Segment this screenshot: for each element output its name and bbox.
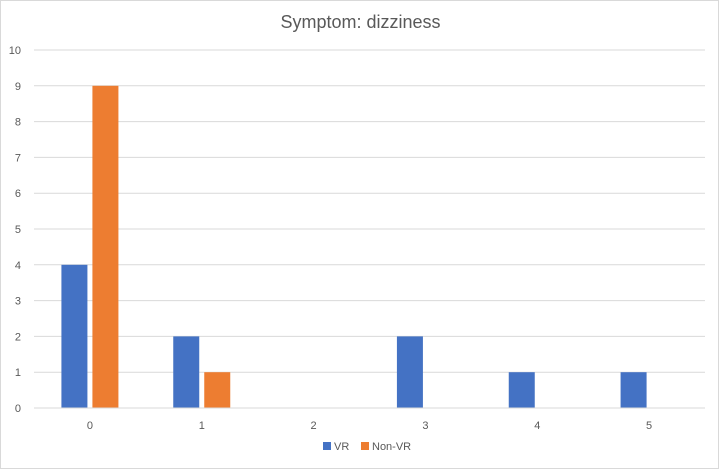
x-tick-label: 0 [87, 420, 93, 432]
bar-vr-4 [508, 372, 535, 408]
bar-vr-5 [620, 372, 647, 408]
chart-title: Symptom: dizziness [280, 12, 440, 32]
legend-label-vr: VR [334, 441, 349, 453]
gridlines [34, 49, 705, 373]
y-tick-label: 4 [15, 260, 21, 272]
y-tick-label: 3 [15, 296, 21, 308]
bar-non-vr-0 [92, 85, 119, 409]
bars [61, 85, 647, 409]
y-axis-tick-labels: 0 1 2 3 4 5 6 7 8 9 10 [9, 45, 21, 415]
y-tick-label: 0 [15, 403, 21, 415]
legend-swatch-vr [323, 442, 331, 450]
x-tick-label: 3 [422, 420, 428, 432]
y-tick-label: 8 [15, 117, 21, 129]
legend: VR Non-VR [323, 441, 411, 453]
legend-swatch-non-vr [361, 442, 369, 450]
bar-vr-3 [396, 336, 423, 408]
legend-label-non-vr: Non-VR [372, 441, 411, 453]
y-tick-label: 10 [9, 45, 21, 57]
x-tick-label: 2 [311, 420, 317, 432]
bar-non-vr-1 [204, 372, 231, 408]
x-axis-tick-labels: 0 1 2 3 4 5 [87, 420, 652, 432]
y-tick-label: 6 [15, 188, 21, 200]
y-tick-label: 1 [15, 367, 21, 379]
y-tick-label: 9 [15, 81, 21, 93]
x-tick-label: 1 [199, 420, 205, 432]
bar-vr-1 [173, 336, 200, 408]
bar-vr-0 [61, 264, 88, 408]
y-tick-label: 7 [15, 152, 21, 164]
x-tick-label: 4 [534, 420, 540, 432]
x-tick-label: 5 [646, 420, 652, 432]
y-tick-label: 5 [15, 224, 21, 236]
y-tick-label: 2 [15, 331, 21, 343]
